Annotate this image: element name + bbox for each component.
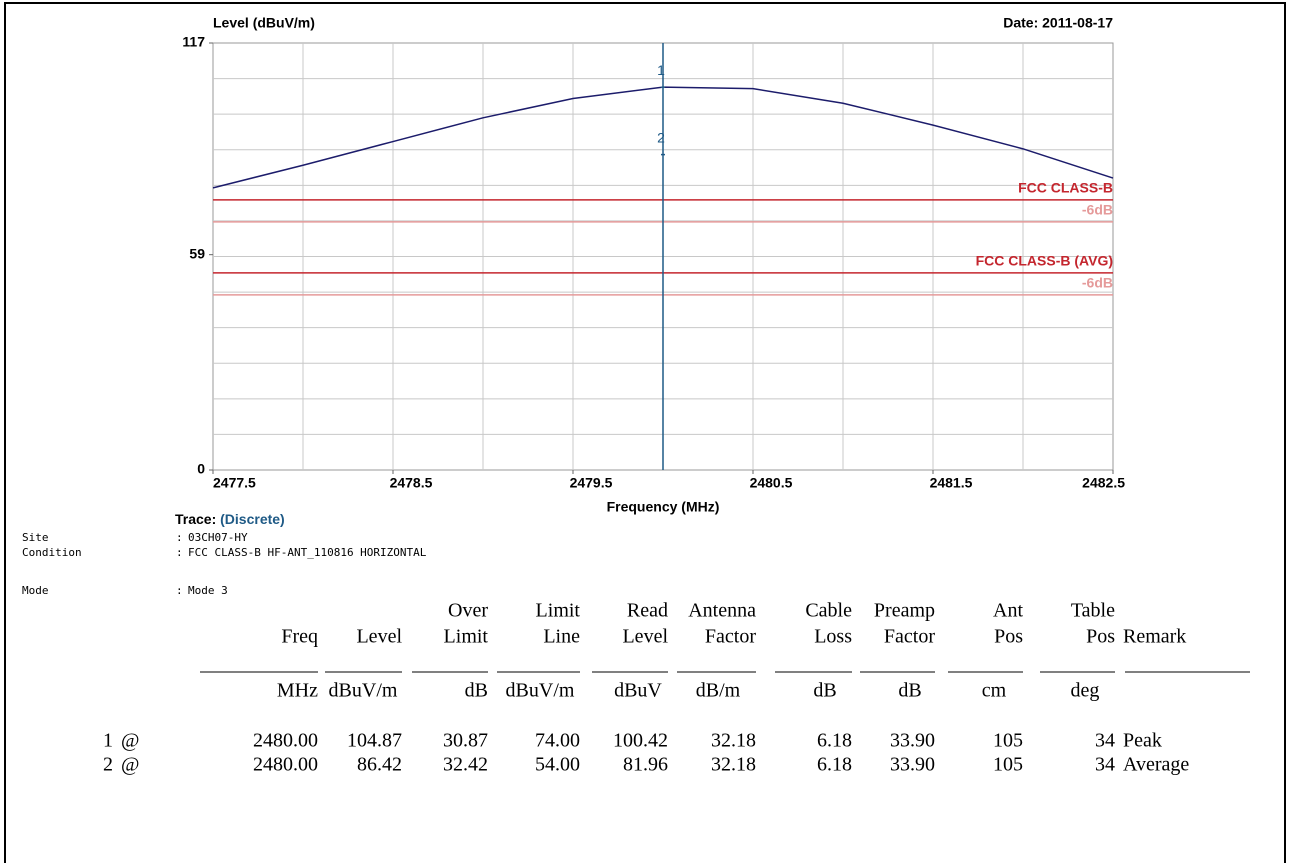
table-cell: 81.96 — [623, 754, 668, 776]
column-unit: dB — [465, 680, 488, 702]
table-cell: @ — [121, 754, 139, 776]
table-cell: Average — [1123, 754, 1189, 776]
table-cell: 32.18 — [711, 754, 756, 776]
trace: Trace: (Discrete) — [175, 511, 285, 527]
column-header: Table — [1071, 600, 1115, 622]
table-cell: 34 — [1095, 730, 1115, 752]
column-header: Freq — [281, 626, 318, 648]
table-cell: 33.90 — [890, 730, 935, 752]
info-separator: : — [176, 531, 183, 544]
column-unit: dB/m — [696, 680, 741, 702]
column-unit: cm — [982, 680, 1007, 702]
table-cell: 105 — [993, 730, 1023, 752]
column-header: Line — [543, 626, 580, 648]
column-header: Ant — [993, 600, 1023, 622]
x-tick-label: 2481.5 — [930, 475, 973, 491]
table-cell: 74.00 — [535, 730, 580, 752]
y-tick-label: 0 — [197, 461, 205, 477]
y-tick-label: 117 — [182, 34, 205, 50]
column-header: Antenna — [688, 600, 756, 622]
frame — [4, 2, 1286, 863]
marker-label: 1 — [657, 62, 665, 78]
x-axis-label: Frequency (MHz) — [607, 499, 720, 515]
limit-label: FCC CLASS-B — [1018, 180, 1113, 196]
x-tick-label: 2479.5 — [570, 475, 613, 491]
info-label: Mode — [22, 584, 49, 597]
column-unit: dBuV — [614, 680, 662, 702]
info-value: FCC CLASS-B HF-ANT_110816 HORIZONTAL — [188, 546, 427, 559]
table-cell: Peak — [1123, 730, 1162, 752]
table-cell: 32.42 — [443, 754, 488, 776]
column-header: Read — [627, 600, 668, 622]
column-unit: dB — [813, 680, 836, 702]
table-cell: 33.90 — [890, 754, 935, 776]
limit-label: -6dB — [1082, 202, 1113, 218]
column-header: Over — [448, 600, 488, 622]
column-unit: dBuV/m — [329, 680, 398, 702]
info-value: 03CH07-HY — [188, 531, 248, 544]
table-cell: 1 — [103, 730, 113, 752]
table-cell: 6.18 — [817, 754, 852, 776]
column-unit: MHz — [277, 680, 318, 702]
column-unit: dBuV/m — [506, 680, 575, 702]
table-cell: 6.18 — [817, 730, 852, 752]
table-cell: 54.00 — [535, 754, 580, 776]
column-header: Remark — [1123, 626, 1186, 648]
table-cell: 34 — [1095, 754, 1115, 776]
y-axis-label: Level (dBuV/m) — [213, 15, 315, 31]
limit-label: FCC CLASS-B (AVG) — [976, 253, 1113, 269]
info-label: Site — [22, 531, 49, 544]
trace-value: (Discrete) — [220, 511, 285, 527]
y-tick-label: 59 — [189, 245, 205, 261]
table-cell: 2480.00 — [253, 730, 318, 752]
column-unit: deg — [1071, 680, 1100, 702]
column-header: Pos — [1086, 626, 1115, 648]
column-header: Limit — [536, 600, 581, 622]
info-label: Condition — [22, 546, 82, 559]
table-cell: 86.42 — [357, 754, 402, 776]
column-header: Level — [622, 626, 668, 648]
x-tick-label: 2478.5 — [390, 475, 433, 491]
info-value: Mode 3 — [188, 584, 228, 597]
table-cell: 100.42 — [613, 730, 668, 752]
table-cell: 2480.00 — [253, 754, 318, 776]
limit-label: -6dB — [1082, 275, 1113, 291]
column-header: Factor — [705, 626, 756, 648]
x-tick-label: 2482.5 — [1082, 475, 1125, 491]
column-header: Level — [356, 626, 402, 648]
column-header: Factor — [884, 626, 935, 648]
info-separator: : — [176, 546, 183, 559]
column-header: Loss — [814, 626, 852, 648]
table-cell: 2 — [103, 754, 113, 776]
table-cell: 105 — [993, 754, 1023, 776]
table-cell: 32.18 — [711, 730, 756, 752]
column-header: Limit — [444, 626, 489, 648]
marker-label: 2 — [657, 129, 665, 145]
column-header: Preamp — [874, 600, 935, 622]
table-cell: @ — [121, 730, 139, 752]
info-separator: : — [176, 584, 183, 597]
column-header: Cable — [805, 600, 852, 622]
column-header: Pos — [994, 626, 1023, 648]
trace-label: Trace: — [175, 511, 216, 527]
x-tick-label: 2477.5 — [213, 475, 256, 491]
table-cell: 104.87 — [347, 730, 402, 752]
date: Date: 2011-08-17 — [1003, 15, 1113, 31]
table-cell: 30.87 — [443, 730, 488, 752]
column-unit: dB — [898, 680, 921, 702]
x-tick-label: 2480.5 — [750, 475, 793, 491]
